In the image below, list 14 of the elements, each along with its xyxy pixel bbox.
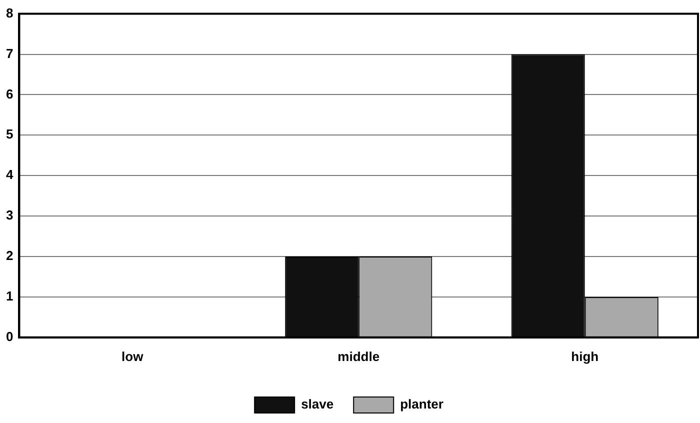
y-tick-label: 7	[6, 46, 14, 61]
y-tick-label: 3	[6, 208, 14, 223]
legend-label: planter	[400, 396, 444, 412]
y-tick-label: 5	[6, 126, 14, 142]
y-tick-label: 2	[6, 248, 14, 264]
y-tick-label: 0	[6, 328, 14, 344]
x-tick-label: middle	[338, 348, 380, 364]
x-tick-label: high	[571, 348, 599, 364]
x-tick-label: low	[122, 348, 144, 364]
y-tick-label: 8	[6, 5, 14, 20]
y-tick-label: 4	[6, 167, 14, 182]
y-tick-label: 1	[6, 288, 14, 304]
y-tick-label: 6	[6, 86, 14, 102]
legend-label: slave	[301, 396, 334, 412]
